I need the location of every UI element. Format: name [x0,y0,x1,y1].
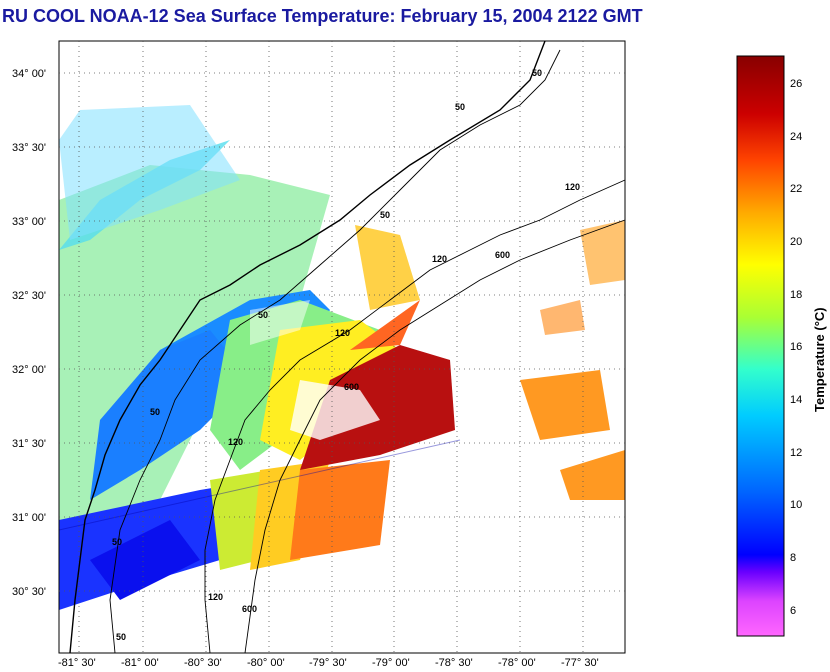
lat-tick-label: 31° 30' [12,438,46,450]
contour-label: 600 [344,382,359,392]
contour-label: 50 [455,102,465,112]
lon-tick-label: -80° 30' [184,657,222,669]
lon-tick-label: -78° 00' [498,657,536,669]
lat-tick-label: 33° 00' [12,216,46,228]
lon-tick-label: -81° 00' [121,657,159,669]
chart-title: RU COOL NOAA-12 Sea Surface Temperature:… [2,6,643,26]
colorbar-ticks: 26 24 22 20 18 16 14 12 10 8 6 [790,78,802,617]
lat-tick-label: 33° 30' [12,142,46,154]
colorbar-tick-label: 24 [790,131,802,143]
lat-tick-label: 34° 00' [12,68,46,80]
lon-tick-label: -79° 30' [309,657,347,669]
contour-label: 50 [258,310,268,320]
contour-labels: 50 50 50 50 50 50 50 120 120 120 120 120… [112,68,580,642]
contour-label: 120 [565,182,580,192]
lat-tick-label: 32° 30' [12,290,46,302]
colorbar-tick-label: 20 [790,236,802,248]
colorbar-tick-label: 18 [790,289,802,301]
lon-axis: -81° 30' -81° 00' -80° 30' -80° 00' -79°… [58,657,599,669]
colorbar-tick-label: 8 [790,552,796,564]
colorbar-tick-label: 10 [790,499,802,511]
contour-label: 600 [495,250,510,260]
lon-tick-label: -80° 00' [247,657,285,669]
contour-label: 50 [116,632,126,642]
lon-tick-label: -77° 30' [561,657,599,669]
colorbar-tick-label: 26 [790,78,802,90]
lon-tick-label: -79° 00' [372,657,410,669]
contour-label: 50 [532,68,542,78]
graticule [59,41,625,653]
lat-tick-label: 31° 00' [12,512,46,524]
colorbar-tick-label: 14 [790,394,802,406]
colorbar: 26 24 22 20 18 16 14 12 10 8 6 [736,55,802,637]
contour-label: 50 [112,537,122,547]
isobaths [109,49,626,654]
colorbar-tick-label: 6 [790,605,796,617]
contour-label: 600 [242,604,257,614]
colorbar-tick-label: 16 [790,341,802,353]
contour-label: 120 [335,328,350,338]
map-frame [58,40,626,654]
lon-tick-label: -78° 30' [435,657,473,669]
colorbar-title: Temperature (°C) [812,307,827,412]
contour-label: 50 [150,407,160,417]
lon-tick-label: -81° 30' [58,657,96,669]
contour-label: 120 [432,254,447,264]
colorbar-tick-label: 22 [790,183,802,195]
lat-tick-label: 32° 00' [12,364,46,376]
contour-label: 120 [228,437,243,447]
lat-tick-label: 30° 30' [12,586,46,598]
contour-label: 50 [380,210,390,220]
lat-axis: 34° 00' 33° 30' 33° 00' 32° 30' 32° 00' … [12,68,46,598]
colorbar-tick-label: 12 [790,447,802,459]
colorbar-gradient [736,55,785,637]
contour-label: 120 [208,592,223,602]
coastline [69,40,546,654]
sst-field [59,105,625,610]
